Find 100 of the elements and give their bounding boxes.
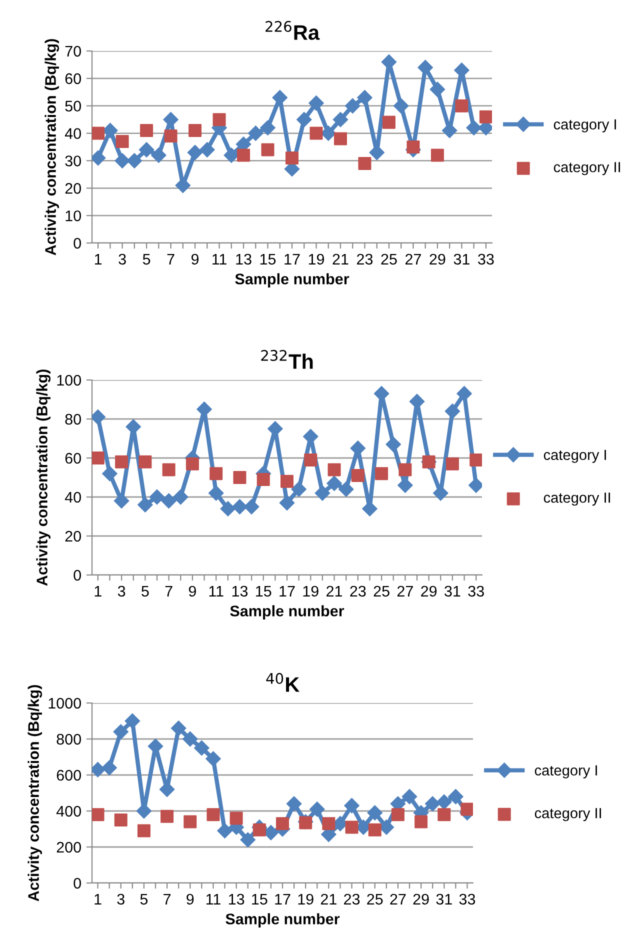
point bbox=[291, 482, 306, 497]
x-tick-label: 19 bbox=[298, 894, 314, 905]
point bbox=[224, 148, 239, 163]
x-tick-label: 21 bbox=[320, 894, 336, 904]
x-tick-label: 13 bbox=[228, 894, 244, 905]
x-tick-label: 11 bbox=[206, 894, 220, 904]
x-tick-label: 1 bbox=[94, 894, 102, 904]
x-tick-label: 29 bbox=[430, 254, 446, 265]
x-tick-label: 9 bbox=[186, 894, 194, 905]
point bbox=[102, 122, 118, 138]
x-tick-label: 15 bbox=[256, 586, 272, 597]
x-tick-label: 25 bbox=[374, 586, 390, 597]
legend-label: category I bbox=[554, 119, 616, 132]
point bbox=[425, 796, 440, 812]
point bbox=[138, 497, 153, 512]
y-tick-label: 70 bbox=[65, 46, 81, 57]
point bbox=[466, 120, 482, 136]
y-axis-title: Activity concentration (Bq/kg) bbox=[36, 370, 51, 586]
point bbox=[430, 148, 444, 162]
y-tick-label: 0 bbox=[74, 238, 81, 249]
point bbox=[328, 463, 341, 476]
point bbox=[299, 816, 312, 830]
x-tick-label: 7 bbox=[164, 894, 171, 904]
point bbox=[160, 810, 174, 823]
point bbox=[406, 140, 420, 154]
point bbox=[345, 98, 360, 114]
point bbox=[446, 457, 459, 470]
chart-title: $^{232}$Th bbox=[261, 350, 313, 369]
point bbox=[92, 808, 104, 822]
point bbox=[304, 453, 318, 466]
point bbox=[237, 148, 250, 162]
point bbox=[261, 143, 274, 156]
x-tick-label: 27 bbox=[390, 894, 406, 904]
point bbox=[344, 798, 360, 814]
y-tick-label: 40 bbox=[64, 128, 81, 139]
point bbox=[252, 823, 266, 836]
y-tick-label: 200 bbox=[56, 842, 81, 853]
point bbox=[186, 457, 199, 470]
point bbox=[367, 805, 382, 820]
x-tick-label: 21 bbox=[326, 586, 342, 596]
point bbox=[326, 476, 342, 491]
y-tick-label: 60 bbox=[65, 73, 81, 84]
point bbox=[357, 90, 372, 106]
point bbox=[194, 740, 210, 756]
point bbox=[137, 824, 150, 838]
x-tick-label: 25 bbox=[367, 894, 383, 905]
point bbox=[217, 823, 232, 838]
x-tick-label: 17 bbox=[275, 894, 290, 904]
x-tick-label: 25 bbox=[381, 254, 397, 265]
point bbox=[102, 466, 118, 482]
point bbox=[310, 126, 323, 140]
legend-label: category I bbox=[544, 450, 606, 463]
point bbox=[124, 713, 140, 729]
y-tick-label: 30 bbox=[65, 156, 81, 166]
x-tick-label: 7 bbox=[165, 586, 172, 596]
point bbox=[220, 501, 236, 516]
point bbox=[382, 116, 396, 129]
x-tick-label: 1 bbox=[94, 586, 102, 596]
x-tick-label: 27 bbox=[405, 254, 421, 264]
x-tick-label: 27 bbox=[397, 586, 413, 596]
y-tick-label: 1000 bbox=[48, 698, 81, 709]
x-axis-title: Sample number bbox=[226, 913, 340, 928]
point bbox=[334, 132, 347, 146]
y-tick-label: 600 bbox=[56, 770, 81, 781]
x-tick-label: 9 bbox=[188, 586, 196, 597]
point bbox=[332, 112, 348, 128]
point bbox=[162, 463, 176, 476]
point bbox=[140, 124, 154, 138]
point bbox=[102, 760, 117, 776]
point bbox=[394, 98, 409, 114]
y-axis-title: Activity concentration (Bq/kg) bbox=[28, 685, 42, 902]
point bbox=[244, 499, 260, 514]
point bbox=[285, 151, 299, 164]
x-tick-label: 3 bbox=[118, 586, 126, 597]
point bbox=[470, 453, 482, 466]
y-tick-label: 80 bbox=[65, 414, 81, 425]
x-tick-label: 1 bbox=[94, 254, 102, 264]
point bbox=[448, 789, 464, 804]
x-tick-label: 31 bbox=[444, 586, 460, 597]
point bbox=[92, 150, 106, 166]
y-tick-label: 10 bbox=[66, 210, 81, 222]
y-tick-label: 400 bbox=[56, 806, 81, 817]
y-axis-title: Activity concentration (Bq/kg) bbox=[44, 39, 60, 256]
point bbox=[184, 815, 197, 828]
x-tick-label: 33 bbox=[459, 894, 476, 905]
point bbox=[456, 386, 472, 402]
point bbox=[436, 794, 452, 810]
x-tick-label: 9 bbox=[192, 254, 199, 265]
x-tick-label: 21 bbox=[332, 254, 348, 264]
x-tick-label: 11 bbox=[209, 586, 224, 596]
point bbox=[345, 820, 358, 834]
point bbox=[248, 126, 264, 141]
point bbox=[310, 802, 325, 817]
point bbox=[114, 153, 130, 168]
y-tick-label: 100 bbox=[57, 374, 81, 386]
x-tick-label: 17 bbox=[280, 586, 295, 596]
point bbox=[188, 124, 202, 138]
point bbox=[182, 731, 198, 747]
point bbox=[256, 472, 270, 486]
x-tick-label: 3 bbox=[117, 894, 124, 905]
